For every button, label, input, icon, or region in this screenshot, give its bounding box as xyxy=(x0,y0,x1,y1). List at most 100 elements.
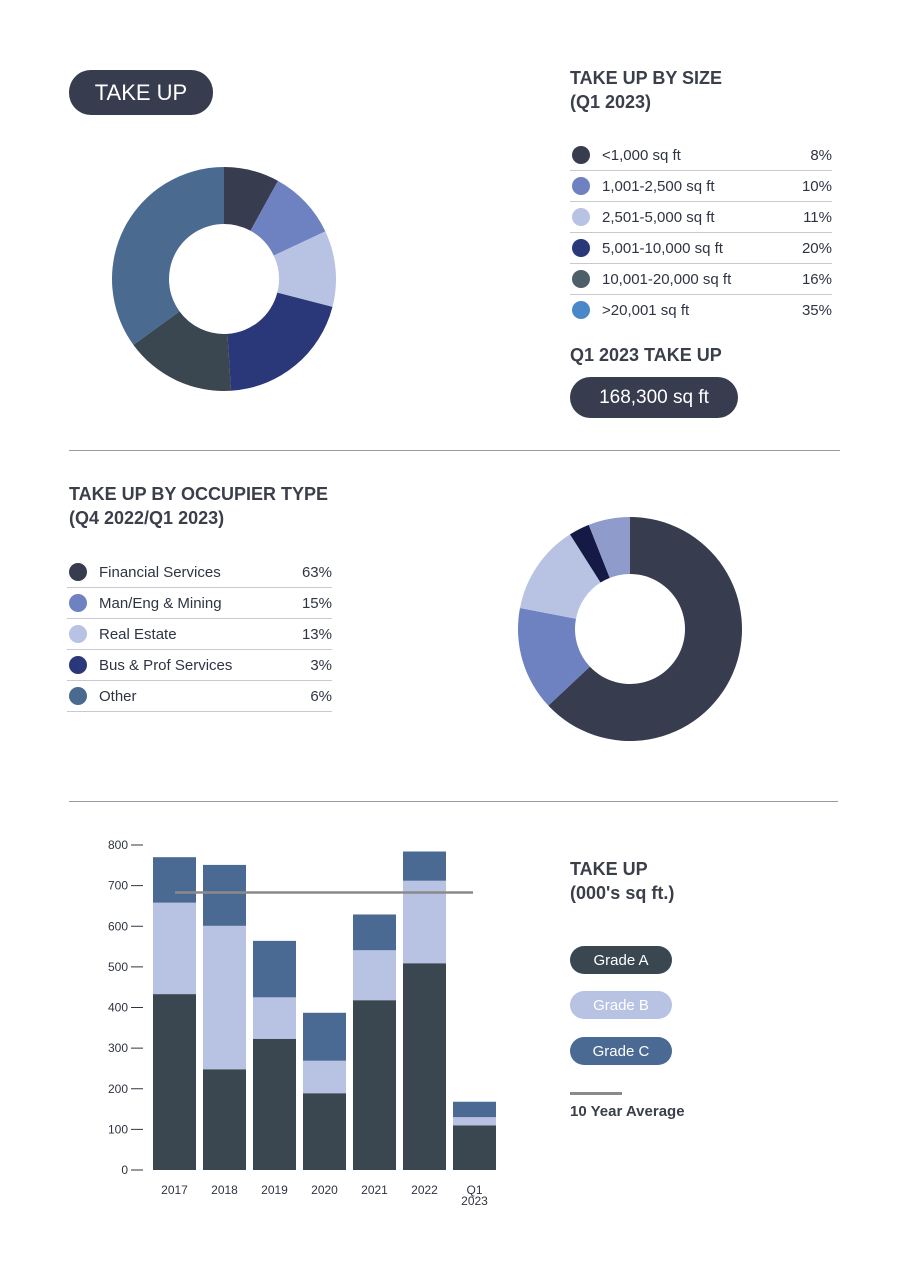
size-title: TAKE UP BY SIZE (Q1 2023) xyxy=(570,66,722,114)
legend-grade-c: Grade C xyxy=(570,1037,672,1065)
bar-grade-a xyxy=(253,1038,296,1170)
legend-label: 2,501-5,000 sq ft xyxy=(602,208,715,226)
bar-grade-a xyxy=(153,994,196,1170)
legend-pct: 20% xyxy=(801,239,832,257)
legend-row: 10,001-20,000 sq ft 16% xyxy=(570,264,832,295)
legend-pct: 11% xyxy=(803,208,832,226)
bar-grade-a xyxy=(353,1000,396,1170)
legend-grade-a: Grade A xyxy=(570,946,672,974)
legend-dot-icon xyxy=(572,301,590,319)
legend-pct: 6% xyxy=(310,687,332,705)
legend-row: 2,501-5,000 sq ft 11% xyxy=(570,202,832,233)
y-tick-label: 300 xyxy=(108,1041,128,1055)
occupier-title-line1: TAKE UP BY OCCUPIER TYPE xyxy=(69,484,329,504)
donut-slice xyxy=(588,517,630,578)
legend-pct: 16% xyxy=(801,270,832,288)
bar-grade-a xyxy=(403,963,446,1170)
y-tick-label: 500 xyxy=(108,960,128,974)
donut-slice xyxy=(548,517,743,741)
legend-pct: 63% xyxy=(301,563,332,581)
occupier-legend-table: Financial Services 63% Man/Eng & Mining 15%… xyxy=(67,557,332,712)
legend-dot-icon xyxy=(69,625,87,643)
divider xyxy=(69,801,838,802)
bar-grade-c xyxy=(453,1101,496,1118)
donut-slice xyxy=(224,167,278,231)
y-tick-label: 400 xyxy=(108,1001,128,1015)
y-tick-label: 200 xyxy=(108,1082,128,1096)
legend-pct: 10% xyxy=(801,177,832,195)
bar-grade-c xyxy=(253,940,296,998)
legend-grade-b: Grade B xyxy=(570,991,672,1019)
legend-average-line xyxy=(570,1092,622,1095)
legend-dot-icon xyxy=(69,687,87,705)
bar-grade-c xyxy=(403,851,446,881)
legend-pct: 35% xyxy=(801,301,832,319)
bar-grade-c xyxy=(303,1012,346,1061)
legend-label: >20,001 sq ft xyxy=(602,301,690,319)
legend-label: Financial Services xyxy=(99,563,221,581)
size-title-line2: (Q1 2023) xyxy=(570,92,652,112)
bar-grade-b xyxy=(453,1117,496,1126)
legend-dot-icon xyxy=(69,594,87,612)
legend-row: <1,000 sq ft 8% xyxy=(570,140,832,171)
legend-label: Other xyxy=(99,687,137,705)
bar-chart-title: TAKE UP (000's sq ft.) xyxy=(570,857,674,905)
take-up-bar-chart: 0 100 200 300 400 500 600 700 800 2017 2018 2019 202… xyxy=(108,838,496,1208)
bar-grade-b xyxy=(253,997,296,1039)
bar-grade-c xyxy=(203,864,246,926)
legend-label: Real Estate xyxy=(99,625,177,643)
legend-row: >20,001 sq ft 35% xyxy=(570,295,832,325)
x-tick-label: Q1 xyxy=(466,1183,482,1197)
donut-slice xyxy=(112,167,224,345)
donut-slice xyxy=(133,311,232,391)
bar-grade-a xyxy=(203,1069,246,1170)
legend-dot-icon xyxy=(572,239,590,257)
legend-dot-icon xyxy=(69,563,87,581)
bar-grade-b xyxy=(203,925,246,1070)
occupier-donut-chart xyxy=(518,517,743,741)
donut-slice xyxy=(519,534,601,619)
bar-grade-a xyxy=(453,1125,496,1170)
donut-slice xyxy=(250,180,326,256)
legend-row: Financial Services 63% xyxy=(67,557,332,588)
legend-label: 5,001-10,000 sq ft xyxy=(602,239,723,257)
legend-label: Man/Eng & Mining xyxy=(99,594,222,612)
bar-grade-a xyxy=(303,1093,346,1170)
legend-average-label: 10 Year Average xyxy=(570,1103,685,1120)
donut-slice xyxy=(518,608,590,706)
legend-row: Man/Eng & Mining 15% xyxy=(67,588,332,619)
legend-row: Real Estate 13% xyxy=(67,619,332,650)
legend-pct: 8% xyxy=(810,146,832,164)
legend-row: 1,001-2,500 sq ft 10% xyxy=(570,171,832,202)
occupier-title: TAKE UP BY OCCUPIER TYPE (Q4 2022/Q1 202… xyxy=(69,482,328,530)
legend-label: 10,001-20,000 sq ft xyxy=(602,270,732,288)
x-tick-label: 2021 xyxy=(361,1183,388,1197)
donut-slice xyxy=(569,524,610,583)
page-title-pill: TAKE UP xyxy=(69,70,213,115)
x-tick-label: 2022 xyxy=(411,1183,438,1197)
legend-label: 1,001-2,500 sq ft xyxy=(602,177,715,195)
bar-grade-b xyxy=(153,902,196,995)
legend-label: <1,000 sq ft xyxy=(602,146,681,164)
y-tick-label: 600 xyxy=(108,919,128,933)
legend-dot-icon xyxy=(572,270,590,288)
x-tick-label: 2019 xyxy=(261,1183,288,1197)
legend-row: Bus & Prof Services 3% xyxy=(67,650,332,681)
size-donut-chart xyxy=(112,167,337,391)
size-legend-table: <1,000 sq ft 8% 1,001-2,500 sq ft 10% 2,501-… xyxy=(570,140,832,325)
y-tick-label: 800 xyxy=(108,838,128,852)
x-tick-label: 2017 xyxy=(161,1183,188,1197)
bar-grade-c xyxy=(153,857,196,903)
bar-grade-b xyxy=(303,1060,346,1094)
divider xyxy=(69,450,840,451)
legend-dot-icon xyxy=(572,146,590,164)
bar-grade-c xyxy=(353,914,396,951)
donut-slice xyxy=(273,231,337,307)
total-title: Q1 2023 TAKE UP xyxy=(570,345,722,365)
size-title-line1: TAKE UP BY SIZE xyxy=(570,68,723,88)
legend-pct: 3% xyxy=(310,656,332,674)
legend-dot-icon xyxy=(69,656,87,674)
legend-pct: 15% xyxy=(301,594,332,612)
occupier-title-line2: (Q4 2022/Q1 2023) xyxy=(69,508,225,528)
total-value-pill: 168,300 sq ft xyxy=(570,377,738,418)
